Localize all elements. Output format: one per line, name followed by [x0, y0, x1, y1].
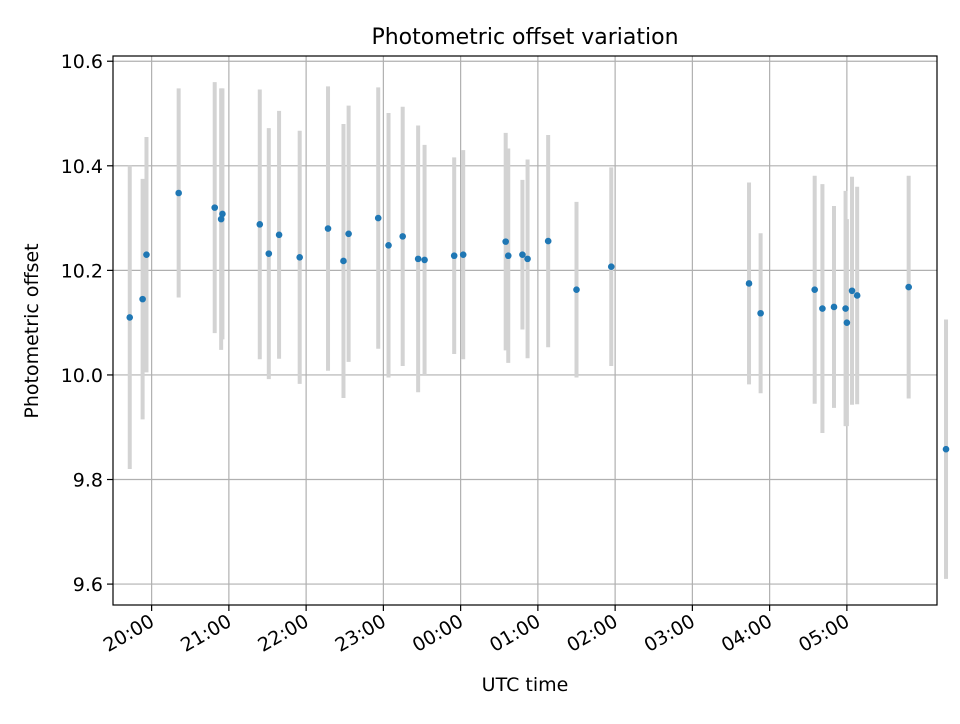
data-point [843, 319, 851, 326]
x-axis-label: UTC time [482, 674, 569, 696]
data-point [842, 305, 849, 312]
data-point [905, 283, 912, 291]
y-tick-label: 9.8 [73, 470, 103, 492]
data-point [607, 263, 615, 271]
data-point [126, 314, 134, 321]
data-point [275, 231, 283, 239]
data-point [340, 257, 347, 265]
data-point [345, 230, 352, 238]
data-point [811, 286, 818, 294]
y-axis-label: Photometric offset [21, 243, 43, 418]
data-point [544, 237, 552, 245]
data-point [524, 255, 531, 263]
data-point [374, 214, 382, 222]
data-point [217, 215, 225, 223]
data-point [211, 204, 219, 211]
data-point [414, 255, 422, 263]
y-tick-label: 10.6 [61, 51, 103, 73]
data-point [265, 250, 273, 257]
data-point [830, 303, 838, 311]
y-tick-label: 10.2 [61, 260, 103, 282]
data-point [139, 295, 146, 303]
data-point [504, 252, 512, 260]
plot-frame [112, 55, 938, 606]
data-point [399, 233, 406, 240]
y-tick-label: 9.6 [73, 574, 103, 596]
data-point [573, 286, 580, 294]
data-point [143, 251, 150, 258]
plot-area [113, 56, 937, 605]
data-point [256, 221, 264, 228]
data-point [421, 256, 428, 264]
data-point [848, 287, 856, 295]
data-point [853, 292, 861, 299]
chart-title: Photometric offset variation [371, 25, 678, 50]
data-point [757, 309, 764, 317]
data-point [519, 251, 526, 258]
data-point [219, 210, 226, 218]
grid-lines [113, 56, 937, 605]
data-point [296, 253, 303, 261]
data-point [459, 251, 467, 258]
data-point [324, 225, 332, 232]
data-point [385, 241, 392, 249]
y-tick-label: 10.0 [61, 365, 103, 387]
data-point [175, 189, 182, 197]
data-points [126, 189, 950, 453]
data-point [502, 238, 509, 245]
y-tick-label: 10.4 [61, 156, 103, 178]
data-point [745, 280, 753, 287]
data-point [450, 252, 458, 260]
data-point [819, 305, 826, 312]
data-point [942, 445, 950, 453]
